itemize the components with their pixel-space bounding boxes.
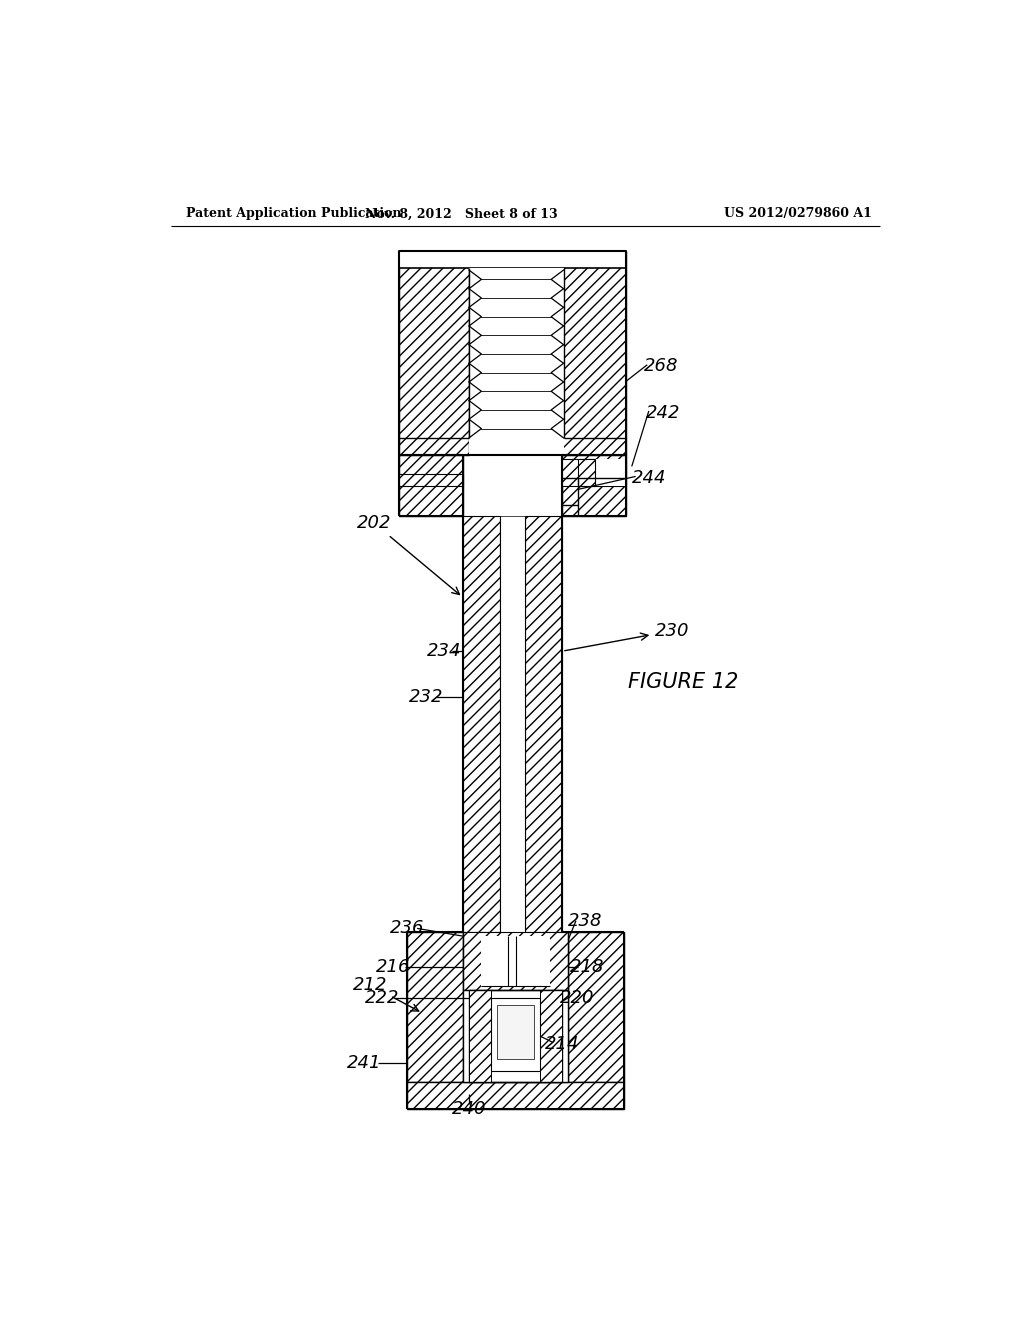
Text: 240: 240 bbox=[452, 1101, 486, 1118]
Bar bbox=[500, 516, 524, 932]
Text: FIGURE 12: FIGURE 12 bbox=[628, 672, 738, 692]
Bar bbox=[469, 268, 563, 455]
Text: 230: 230 bbox=[564, 622, 689, 651]
Bar bbox=[399, 455, 463, 516]
Bar bbox=[497, 1006, 535, 1059]
Bar bbox=[469, 990, 490, 1082]
Text: US 2012/0279860 A1: US 2012/0279860 A1 bbox=[724, 207, 872, 220]
Bar bbox=[541, 990, 562, 1082]
Text: 232: 232 bbox=[410, 689, 443, 706]
Bar bbox=[469, 990, 562, 1082]
Bar bbox=[407, 1082, 624, 1109]
Bar bbox=[578, 459, 626, 486]
Bar bbox=[490, 998, 541, 1071]
Bar bbox=[578, 459, 595, 486]
Text: 268: 268 bbox=[644, 358, 679, 375]
Bar bbox=[463, 932, 568, 990]
Bar bbox=[524, 516, 562, 932]
Bar bbox=[399, 251, 626, 268]
Bar bbox=[480, 936, 550, 986]
Bar bbox=[399, 251, 469, 455]
Text: 242: 242 bbox=[645, 404, 680, 421]
Bar bbox=[407, 932, 463, 1082]
Bar bbox=[463, 932, 568, 1082]
Text: 214: 214 bbox=[545, 1035, 580, 1053]
Text: 218: 218 bbox=[569, 958, 604, 975]
Bar bbox=[562, 459, 626, 486]
Text: Patent Application Publication: Patent Application Publication bbox=[186, 207, 401, 220]
Text: 202: 202 bbox=[356, 513, 460, 594]
Bar bbox=[399, 474, 463, 486]
Text: 244: 244 bbox=[632, 469, 666, 487]
Bar bbox=[562, 455, 626, 516]
Text: 212: 212 bbox=[352, 975, 419, 1011]
Bar bbox=[568, 932, 624, 1082]
Text: 238: 238 bbox=[568, 912, 602, 929]
Bar bbox=[463, 516, 500, 932]
Text: 222: 222 bbox=[365, 989, 399, 1007]
Bar bbox=[562, 251, 626, 455]
Text: 236: 236 bbox=[390, 920, 424, 937]
Text: 216: 216 bbox=[376, 958, 411, 975]
Text: Nov. 8, 2012   Sheet 8 of 13: Nov. 8, 2012 Sheet 8 of 13 bbox=[365, 207, 557, 220]
Text: 234: 234 bbox=[427, 643, 462, 660]
Text: 241: 241 bbox=[347, 1055, 382, 1072]
Text: 220: 220 bbox=[560, 989, 595, 1007]
